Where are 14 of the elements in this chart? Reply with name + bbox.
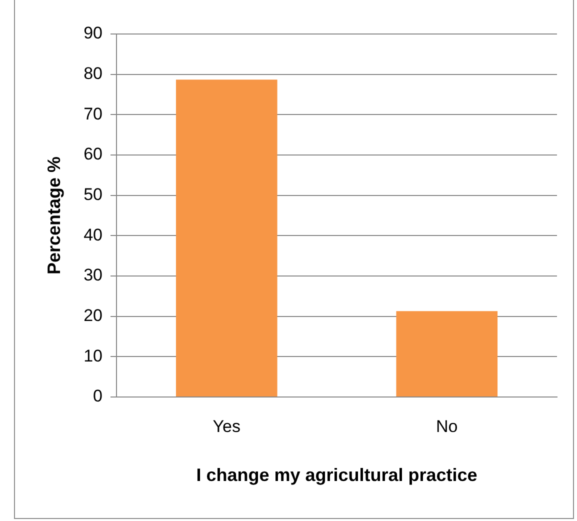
x-tick-label: Yes	[212, 416, 240, 436]
y-tick-label: 80	[84, 64, 103, 84]
x-axis-title: I change my agricultural practice	[196, 465, 478, 486]
y-tick-label: 70	[84, 104, 103, 124]
y-tick-label: 30	[84, 266, 103, 285]
y-tick-label: 90	[84, 24, 103, 43]
y-tick-label: 20	[84, 306, 103, 326]
x-tick-label: No	[436, 416, 458, 436]
y-tick-label: 60	[84, 144, 103, 164]
y-tick-label: 40	[84, 225, 103, 244]
y-tick-label: 0	[93, 386, 103, 406]
y-tick-label: 50	[84, 185, 103, 204]
y-tick-label: 10	[84, 346, 103, 366]
y-axis-title: Percentage %	[44, 156, 64, 275]
